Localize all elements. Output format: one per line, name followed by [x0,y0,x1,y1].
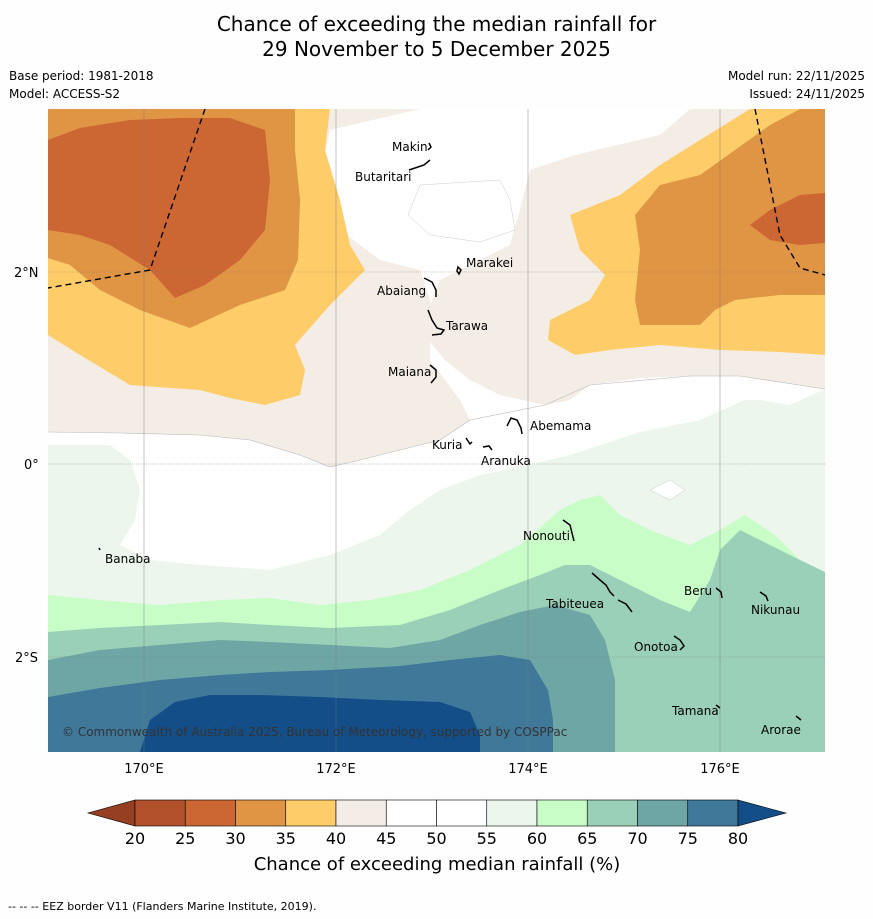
colorbar-tick-label: 30 [225,829,245,848]
lon-label-176e: 176°E [700,762,740,777]
colorbar-tick-label: 75 [678,829,698,848]
island-tamana-shape [715,704,721,709]
eez-footnote: -- -- -- EEZ border V11 (Flanders Marine… [8,900,317,913]
label-kuria: Kuria [432,438,463,452]
colorbar-tick-label: 40 [326,829,346,848]
colorbar [86,799,788,827]
base-period-text: Base period: 1981-2018 [9,69,154,83]
label-banaba: Banaba [105,552,151,566]
colorbar-segment [486,799,538,827]
colorbar-segment [335,799,387,827]
contour-ne-25-30 [750,193,825,245]
label-maiana: Maiana [388,365,431,379]
label-arorae: Arorae [761,723,801,737]
island-arorae-shape [795,715,802,721]
island-beru-shape [715,587,723,599]
model-text: Model: ACCESS-S2 [9,87,121,101]
issued-text: Issued: 24/11/2025 [749,87,865,101]
colorbar-tick-label: 55 [477,829,497,848]
colorbar-tick-label: 80 [728,829,748,848]
label-makin: Makin [392,140,428,154]
lon-label-172e: 172°E [316,762,356,777]
islands [98,142,802,721]
model-run-text: Model run: 22/11/2025 [727,69,865,83]
island-tarawa-shape [427,309,446,336]
colorbar-tick-label: 20 [125,829,145,848]
lon-label-170e: 170°E [124,762,164,777]
map-graticule [48,109,825,752]
colorbar-segment [586,799,638,827]
island-marakei-shape [456,265,462,276]
lat-label-equator: 0° [24,458,39,473]
colorbar-tick-label: 65 [577,829,597,848]
island-abaiang-shape [423,277,437,297]
lat-label-2s: 2°S [15,651,38,666]
colorbar-tick-label: 45 [376,829,396,848]
label-aranuka: Aranuka [481,454,531,468]
island-butaritari-shape [408,159,431,171]
label-tabiteuea: Tabiteuea [545,597,604,611]
map-plot-area: Makin Butaritari Marakei Abaiang Tarawa … [48,109,825,752]
colorbar-segment [536,799,588,827]
label-onotoa: Onotoa [634,640,678,654]
colorbar-segment [285,799,337,827]
lon-label-174e: 174°E [508,762,548,777]
island-abemama-shape [506,417,523,435]
label-marakei: Marakei [466,256,513,270]
contour-north-hole [407,179,516,243]
island-onotoa-shape [673,635,685,651]
colorbar-segment [687,799,739,827]
colorbar-segment [184,799,236,827]
label-butaritari: Butaritari [355,170,412,184]
label-beru: Beru [684,584,712,598]
contour-line-45 [48,375,825,468]
colorbar-segment [436,799,488,827]
island-banaba-shape [98,547,101,551]
colorbar-tick-label: 70 [627,829,647,848]
colorbar-segment [637,799,689,827]
map-title-line1: Chance of exceeding the median rainfall … [216,12,657,36]
lat-label-2n: 2°N [14,266,39,281]
colorbar-tick-label: 35 [276,829,296,848]
island-tabiteuea-shape [591,572,615,597]
island-nonouti-shape [562,519,575,542]
contour-55-60 [48,389,825,590]
colorbar-title: Chance of exceeding median rainfall (%) [254,854,621,875]
island-aranuka-shape [482,445,493,451]
colorbar-segment [385,799,437,827]
island-tabiteuea-south-shape [617,599,633,613]
contour-over-80 [140,695,480,752]
eez-border-east [754,109,825,276]
colorbar-tick-label: 60 [527,829,547,848]
label-tamana: Tamana [671,704,719,718]
contour-nw-25-30 [48,118,270,298]
colorbar-segment [134,799,186,827]
label-nonouti: Nonouti [523,529,570,543]
label-abemama: Abemama [530,419,591,433]
label-abaiang: Abaiang [377,284,426,298]
island-maiana-shape [429,364,437,384]
colorbar-tick-labels: 20 25 30 35 40 45 50 55 60 65 70 75 80 [125,829,748,848]
colorbar-over-arrow [737,799,788,827]
colorbar-tick-label: 50 [426,829,446,848]
contour-west-blip [649,479,686,501]
island-nikunau-shape [759,591,769,602]
colorbar-under-arrow [86,799,136,827]
colorbar-segment [235,799,287,827]
island-makin-shape [427,142,432,151]
eez-border-west [48,109,206,289]
island-kuria-shape [465,437,473,446]
map-title-line2: 29 November to 5 December 2025 [262,37,611,61]
label-nikunau: Nikunau [751,603,800,617]
contour-ne-30-35 [635,109,825,325]
copyright-notice: © Commonwealth of Australia 2025, Bureau… [62,725,567,739]
label-tarawa: Tarawa [445,319,488,333]
colorbar-tick-label: 25 [175,829,195,848]
